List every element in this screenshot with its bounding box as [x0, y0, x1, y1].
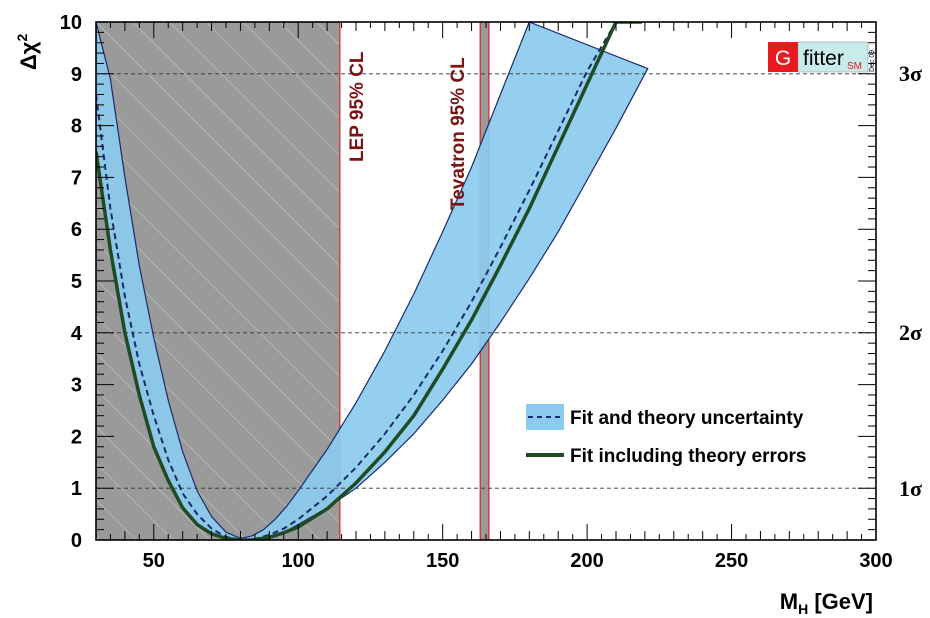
x-tick-label-100: 100 — [282, 550, 315, 572]
excluded-regions — [96, 22, 490, 540]
y-tick-label-7: 7 — [71, 167, 82, 189]
curves — [96, 22, 642, 540]
y-tick-label-1: 1 — [71, 478, 82, 500]
logo-date-text: Dec 09 — [869, 50, 876, 72]
x-axis-title: MH [GeV] — [780, 589, 873, 617]
solid-fit-curve — [96, 22, 642, 540]
sigma-3-label: 3σ — [899, 61, 922, 86]
logo-fitter-box — [797, 41, 869, 73]
dashed-fit-curve — [96, 22, 622, 540]
logo-g-box — [768, 42, 798, 72]
sigma-lines — [96, 73, 876, 489]
logo-g-text: G — [775, 47, 791, 70]
y-tick-label-3: 3 — [71, 375, 82, 397]
gfitter-logo: G fitter SM Dec 09 — [768, 41, 876, 73]
legend-label-including-errors: Fit including theory errors — [570, 446, 806, 467]
legend: Fit and theory uncertainty Fit including… — [526, 404, 806, 467]
sigma-1-label: 1σ — [899, 476, 922, 501]
tevatron-label: Tevatron 95% CL — [448, 57, 469, 210]
logo-fitter-text: fitter — [803, 47, 844, 70]
x-tick-label-50: 50 — [143, 550, 165, 572]
x-tick-label-200: 200 — [570, 550, 603, 572]
y-axis-title: Δχ2 — [14, 34, 41, 70]
y-tick-label-0: 0 — [71, 530, 82, 552]
y-tick-label-2: 2 — [71, 426, 82, 448]
x-tick-label-250: 250 — [715, 550, 748, 572]
y-tick-label-10: 10 — [60, 12, 82, 34]
legend-label-theory-uncertainty: Fit and theory uncertainty — [570, 408, 804, 429]
y-tick-label-9: 9 — [71, 64, 82, 86]
y-tick-label-8: 8 — [71, 116, 82, 138]
axis-ticks — [95, 21, 877, 541]
lep-label: LEP 95% CL — [347, 51, 368, 162]
tick-labels: 50 100 150 200 250 300 0 1 2 3 4 5 6 7 8 9 10 — [60, 12, 893, 572]
y-tick-label-4: 4 — [71, 323, 83, 345]
x-tick-label-150: 150 — [426, 550, 459, 572]
y-tick-label-5: 5 — [71, 271, 82, 293]
y-tick-label-6: 6 — [71, 219, 82, 241]
sigma-2-label: 2σ — [899, 320, 922, 345]
logo-sm-text: SM — [847, 61, 862, 72]
x-tick-label-300: 300 — [859, 550, 892, 572]
